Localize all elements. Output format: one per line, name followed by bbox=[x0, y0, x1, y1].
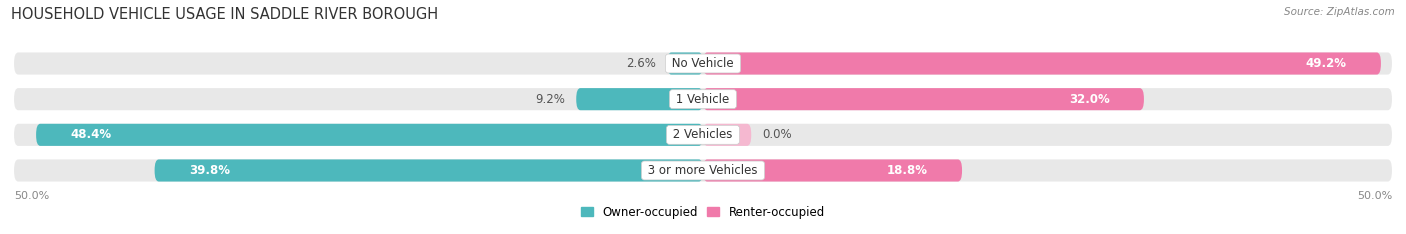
Text: 9.2%: 9.2% bbox=[536, 93, 565, 106]
Text: 39.8%: 39.8% bbox=[188, 164, 231, 177]
Text: 3 or more Vehicles: 3 or more Vehicles bbox=[644, 164, 762, 177]
Text: HOUSEHOLD VEHICLE USAGE IN SADDLE RIVER BOROUGH: HOUSEHOLD VEHICLE USAGE IN SADDLE RIVER … bbox=[11, 7, 439, 22]
Text: No Vehicle: No Vehicle bbox=[668, 57, 738, 70]
FancyBboxPatch shape bbox=[14, 124, 1392, 146]
FancyBboxPatch shape bbox=[703, 52, 1381, 75]
FancyBboxPatch shape bbox=[14, 88, 1392, 110]
Text: 49.2%: 49.2% bbox=[1305, 57, 1347, 70]
Text: 50.0%: 50.0% bbox=[14, 191, 49, 201]
FancyBboxPatch shape bbox=[703, 159, 962, 182]
Text: 18.8%: 18.8% bbox=[887, 164, 928, 177]
Legend: Owner-occupied, Renter-occupied: Owner-occupied, Renter-occupied bbox=[581, 206, 825, 219]
FancyBboxPatch shape bbox=[14, 159, 1392, 182]
Text: 32.0%: 32.0% bbox=[1069, 93, 1109, 106]
Text: 1 Vehicle: 1 Vehicle bbox=[672, 93, 734, 106]
FancyBboxPatch shape bbox=[668, 52, 703, 75]
Text: 0.0%: 0.0% bbox=[762, 128, 792, 141]
Text: 2 Vehicles: 2 Vehicles bbox=[669, 128, 737, 141]
Text: 48.4%: 48.4% bbox=[70, 128, 111, 141]
FancyBboxPatch shape bbox=[155, 159, 703, 182]
FancyBboxPatch shape bbox=[37, 124, 703, 146]
FancyBboxPatch shape bbox=[703, 124, 751, 146]
FancyBboxPatch shape bbox=[703, 88, 1144, 110]
FancyBboxPatch shape bbox=[14, 52, 1392, 75]
Text: 2.6%: 2.6% bbox=[626, 57, 657, 70]
Text: Source: ZipAtlas.com: Source: ZipAtlas.com bbox=[1284, 7, 1395, 17]
FancyBboxPatch shape bbox=[576, 88, 703, 110]
Text: 50.0%: 50.0% bbox=[1357, 191, 1392, 201]
